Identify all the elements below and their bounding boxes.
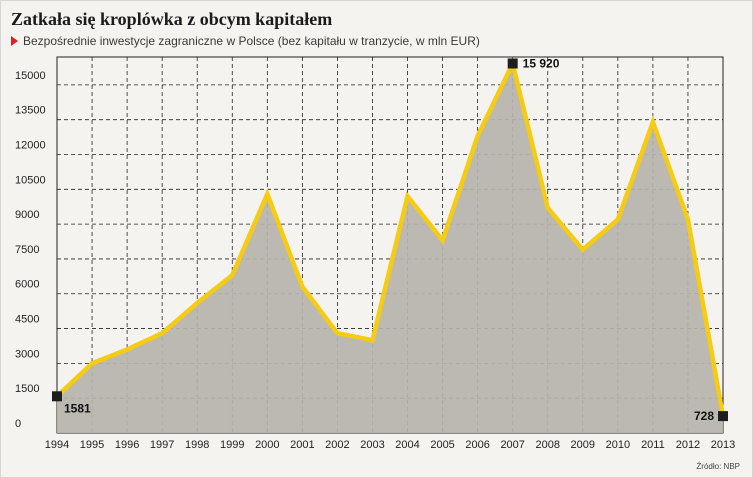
- data-point: [300, 284, 305, 289]
- y-tick-label: 7500: [15, 244, 39, 256]
- series-line: [55, 56, 726, 417]
- y-tick-label: 6000: [15, 279, 39, 291]
- data-marker: [52, 391, 62, 402]
- red-triangle-icon: [11, 36, 18, 46]
- source-note: Źródło: NBP: [696, 462, 740, 471]
- y-tick-label: 3000: [15, 348, 39, 360]
- data-point: [650, 119, 656, 125]
- chart-subtitle-text: Bezpośrednie inwestycje zagraniczne w Po…: [23, 34, 480, 48]
- data-point: [195, 300, 200, 306]
- chart-subtitle: Bezpośrednie inwestycje zagraniczne w Po…: [11, 34, 480, 48]
- data-point: [230, 272, 235, 278]
- y-tick-label: 0: [15, 418, 21, 430]
- data-labels: 1581 15 920 728: [52, 56, 728, 423]
- x-tick-label: 2011: [641, 439, 665, 451]
- chart-title: Zatkała się kroplówka z obcym kapitałem: [11, 9, 333, 29]
- x-tick-label: 2012: [676, 439, 700, 451]
- data-marker: [718, 411, 728, 422]
- x-tick-label: 2013: [711, 439, 735, 451]
- area-fill: [57, 63, 723, 433]
- y-tick-label: 1500: [15, 383, 39, 395]
- area-fill-layer: [57, 63, 723, 433]
- x-axis-ticks: 1994 1995 1996 1997 1998 1999 2000 2001 2002 2003…: [45, 439, 735, 451]
- data-point: [265, 191, 270, 197]
- x-tick-label: 1999: [220, 439, 244, 451]
- data-point: [335, 330, 340, 336]
- x-tick-label: 2006: [465, 439, 489, 451]
- data-point: [580, 247, 585, 252]
- x-tick-label: 1997: [150, 439, 174, 451]
- data-point: [685, 217, 691, 222]
- y-tick-label: 12000: [15, 139, 46, 151]
- x-tick-label: 2002: [325, 439, 349, 451]
- data-point: [405, 194, 410, 199]
- data-marker: [507, 58, 518, 69]
- data-point: [159, 330, 165, 336]
- data-point: [370, 337, 375, 343]
- data-point: [545, 205, 550, 211]
- data-point: [89, 361, 95, 366]
- data-label: 728: [694, 409, 714, 423]
- x-tick-label: 1995: [80, 439, 104, 451]
- x-tick-label: 2010: [606, 439, 630, 451]
- x-tick-label: 2001: [290, 439, 314, 451]
- data-point: [124, 347, 130, 352]
- x-tick-label: 2007: [500, 439, 524, 451]
- y-tick-label: 15000: [15, 70, 46, 82]
- x-tick-label: 2003: [360, 439, 384, 451]
- x-tick-label: 2004: [395, 439, 419, 451]
- y-tick-label: 9000: [15, 209, 39, 221]
- x-tick-label: 2008: [535, 439, 559, 451]
- data-label: 15 920: [523, 56, 560, 70]
- y-tick-label: 10500: [15, 174, 46, 186]
- x-tick-label: 1998: [185, 439, 209, 451]
- y-tick-label: 13500: [15, 105, 46, 117]
- data-point: [440, 238, 445, 243]
- x-tick-label: 2005: [430, 439, 454, 451]
- x-tick-label: 1994: [45, 439, 69, 451]
- data-point: [475, 133, 480, 139]
- data-point: [615, 217, 621, 222]
- y-axis-ticks: 0 1500 3000 4500 6000 7500 9000 10500 12000 13500…: [15, 70, 46, 430]
- x-tick-label: 1996: [115, 439, 139, 451]
- x-tick-label: 2000: [255, 439, 279, 451]
- data-label: 1581: [64, 401, 91, 415]
- x-tick-label: 2009: [571, 439, 595, 451]
- y-tick-label: 4500: [15, 314, 39, 326]
